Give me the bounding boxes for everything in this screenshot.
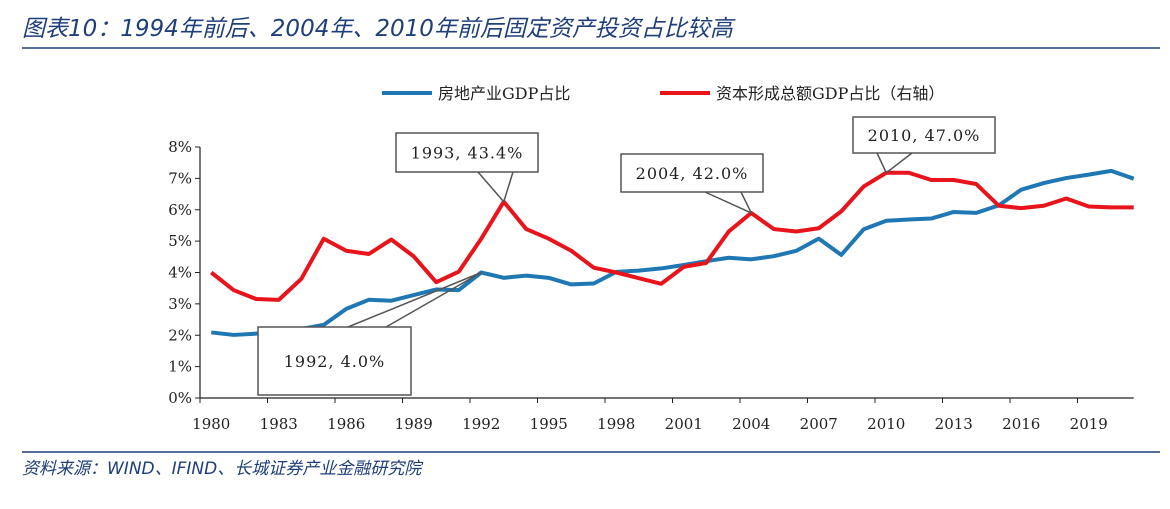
annotation-label: 1992, 4.0%: [284, 352, 386, 371]
y-tick-label: 5%: [168, 232, 192, 250]
annotation-leader: [704, 191, 753, 215]
source-note: 资料来源：WIND、IFIND、长城证券产业金融研究院: [22, 459, 424, 479]
x-tick-label: 2004: [732, 415, 770, 433]
annotation-box: [852, 116, 996, 154]
y-tick-label: 2%: [168, 326, 192, 344]
annotation-box: [257, 326, 412, 396]
y-tick-label: 7%: [168, 169, 192, 187]
x-tick-label: 1980: [192, 415, 230, 433]
annotation-callout: 1992, 4.0%: [257, 271, 482, 396]
annotation-leader: [477, 171, 514, 204]
annotations: 1993, 43.4% 1992, 4.0% 2004, 42.0% 2010, 47…: [257, 116, 996, 396]
y-tick-label: 4%: [168, 264, 192, 282]
x-tick-label: 1995: [530, 415, 568, 433]
y-tick-label: 1%: [168, 358, 192, 376]
annotation-leader: [347, 271, 482, 328]
annotation-callout: 2010, 47.0%: [852, 116, 996, 174]
annotation-leader: [876, 152, 913, 174]
x-tick-label: 2001: [665, 415, 703, 433]
y-tick-label: 6%: [168, 201, 192, 219]
annotation-callout: 1993, 43.4%: [395, 132, 539, 204]
series-line-0: [211, 168, 1135, 337]
x-tick-label: 1998: [597, 415, 635, 433]
legend: 房地产业GDP占比 资本形成总额GDP占比（右轴）: [382, 84, 944, 103]
annotation-label: 2004, 42.0%: [636, 164, 749, 183]
x-tick-label: 1983: [260, 415, 298, 433]
legend-label-real-estate: 房地产业GDP占比: [438, 84, 570, 103]
x-tick-label: 1992: [462, 415, 500, 433]
annotation-box: [620, 153, 764, 193]
x-tick-label: 1989: [395, 415, 433, 433]
x-tick-label: 2013: [935, 415, 973, 433]
legend-label-capital-formation: 资本形成总额GDP占比（右轴）: [716, 84, 944, 103]
annotation-label: 1993, 43.4%: [411, 144, 524, 163]
x-tick-label: 2016: [1002, 415, 1040, 433]
series-lines: [210, 168, 1135, 337]
annotation-label: 2010, 47.0%: [868, 126, 981, 145]
y-tick-label: 3%: [168, 295, 192, 313]
series-line-1: [210, 170, 1134, 302]
y-tick-label: 0%: [168, 389, 192, 407]
y-tick-label: 8%: [168, 138, 192, 156]
chart-title: 图表10：1994年前后、2004年、2010年前后固定资产投资占比较高: [22, 16, 736, 42]
annotation-box: [395, 132, 539, 173]
annotation-callout: 2004, 42.0%: [620, 153, 764, 215]
x-tick-label: 2019: [1070, 415, 1108, 433]
axes: 0% 1% 2% 3% 4% 5% 6% 7% 8% 1980 1983 1986 1989 1992 19…: [168, 138, 1134, 433]
x-tick-label: 1986: [327, 415, 365, 433]
x-tick-label: 2010: [867, 415, 905, 433]
x-tick-label: 2007: [800, 415, 838, 433]
